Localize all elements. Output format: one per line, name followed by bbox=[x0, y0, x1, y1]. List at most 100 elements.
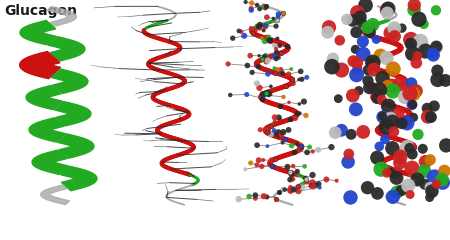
Point bbox=[285, 128, 292, 132]
Point bbox=[391, 35, 398, 38]
Point bbox=[349, 18, 356, 22]
Point bbox=[364, 68, 372, 72]
Point bbox=[253, 143, 261, 147]
Point bbox=[261, 55, 268, 59]
Point bbox=[273, 70, 280, 73]
Point bbox=[274, 18, 281, 22]
Point bbox=[390, 67, 397, 71]
Point bbox=[256, 54, 263, 58]
Point bbox=[379, 114, 386, 118]
Point bbox=[267, 84, 274, 88]
Point bbox=[263, 90, 270, 94]
Point bbox=[261, 26, 269, 30]
Point bbox=[424, 115, 431, 119]
Point bbox=[294, 142, 301, 146]
Point bbox=[265, 90, 272, 94]
Point bbox=[410, 92, 417, 96]
Point bbox=[419, 147, 426, 151]
Point bbox=[272, 71, 279, 75]
Point bbox=[404, 145, 411, 149]
Point bbox=[387, 31, 394, 35]
Point bbox=[426, 185, 433, 189]
Point bbox=[426, 196, 433, 199]
Point bbox=[328, 145, 335, 149]
Point bbox=[409, 166, 416, 170]
Point bbox=[410, 8, 418, 12]
Point bbox=[374, 156, 381, 160]
Point bbox=[385, 104, 392, 108]
Point bbox=[384, 84, 391, 88]
Point bbox=[263, 15, 270, 19]
Point bbox=[369, 60, 376, 64]
Point bbox=[387, 171, 395, 174]
Point bbox=[307, 184, 315, 188]
Point bbox=[409, 152, 416, 156]
Point bbox=[247, 54, 254, 58]
Point bbox=[264, 72, 271, 76]
Point bbox=[281, 188, 288, 192]
Point bbox=[303, 75, 310, 79]
Point bbox=[303, 150, 310, 154]
Point bbox=[255, 158, 262, 162]
Point bbox=[387, 116, 394, 120]
Point bbox=[248, 8, 255, 12]
Point bbox=[358, 21, 365, 24]
Point bbox=[287, 185, 294, 189]
Point bbox=[248, 1, 255, 5]
Point bbox=[421, 169, 428, 173]
Point bbox=[378, 167, 385, 171]
Point bbox=[264, 130, 271, 134]
Point bbox=[261, 6, 269, 10]
Point bbox=[296, 111, 303, 115]
Point bbox=[272, 47, 279, 51]
Point bbox=[408, 81, 415, 85]
Point bbox=[297, 144, 305, 148]
Point bbox=[410, 115, 417, 119]
Point bbox=[276, 117, 284, 120]
Point bbox=[262, 60, 270, 64]
Point bbox=[397, 82, 404, 86]
Point bbox=[434, 78, 441, 82]
Point bbox=[428, 115, 435, 119]
Polygon shape bbox=[48, 37, 85, 61]
Polygon shape bbox=[32, 150, 69, 174]
Point bbox=[433, 182, 440, 186]
Point bbox=[353, 30, 360, 34]
Point bbox=[258, 36, 265, 40]
Point bbox=[264, 59, 271, 62]
Point bbox=[332, 131, 339, 135]
Point bbox=[333, 179, 340, 183]
Point bbox=[285, 101, 292, 104]
Point bbox=[265, 35, 272, 39]
Point bbox=[328, 65, 336, 69]
Point bbox=[256, 23, 264, 27]
Point bbox=[275, 56, 283, 60]
Point bbox=[296, 145, 303, 149]
Point bbox=[377, 54, 384, 57]
Point bbox=[275, 12, 282, 16]
Point bbox=[259, 97, 266, 101]
Point bbox=[364, 26, 371, 30]
Polygon shape bbox=[55, 102, 91, 126]
Polygon shape bbox=[61, 166, 97, 191]
Point bbox=[262, 6, 270, 10]
Point bbox=[288, 117, 295, 121]
Point bbox=[441, 169, 448, 173]
Point bbox=[338, 68, 345, 72]
Point bbox=[295, 189, 302, 193]
Point bbox=[369, 86, 377, 90]
Point bbox=[431, 175, 438, 179]
Point bbox=[404, 121, 411, 125]
Point bbox=[279, 188, 287, 192]
Polygon shape bbox=[51, 69, 88, 93]
Point bbox=[247, 161, 254, 165]
Point bbox=[414, 132, 422, 136]
Point bbox=[260, 94, 267, 98]
Point bbox=[366, 30, 373, 34]
Point bbox=[273, 197, 280, 201]
Point bbox=[265, 127, 272, 131]
Polygon shape bbox=[48, 6, 76, 26]
Point bbox=[254, 24, 261, 28]
Point bbox=[397, 155, 404, 159]
Point bbox=[263, 195, 270, 199]
